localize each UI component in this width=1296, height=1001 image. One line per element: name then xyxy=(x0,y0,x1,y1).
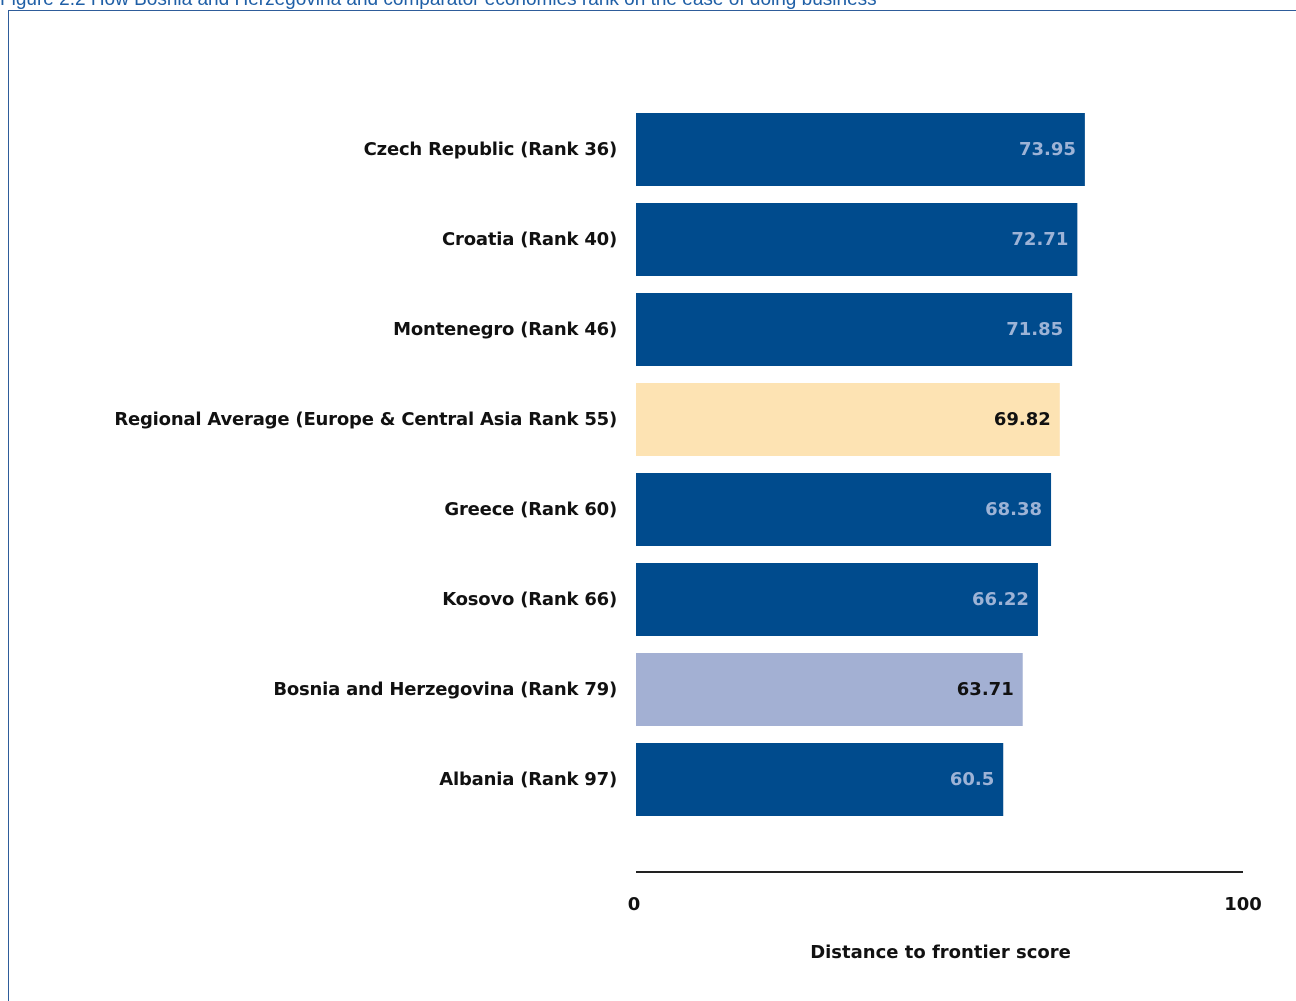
data-label: 60.5 xyxy=(950,769,994,790)
category-label: Bosnia and Herzegovina (Rank 79) xyxy=(273,679,617,700)
bar xyxy=(636,563,1038,636)
category-labels-layer: Czech Republic (Rank 36) Croatia (Rank 40… xyxy=(114,139,617,790)
x-tick-label-max: 100 xyxy=(1224,894,1262,915)
category-label: Regional Average (Europe & Central Asia … xyxy=(114,409,617,430)
bar xyxy=(636,203,1078,276)
bar xyxy=(636,383,1060,456)
bar xyxy=(636,113,1085,186)
bar xyxy=(636,473,1052,546)
data-label: 73.95 xyxy=(1019,139,1076,160)
category-label: Albania (Rank 97) xyxy=(439,769,617,790)
bar xyxy=(636,293,1073,366)
figure-title: Figure 2.2 How Bosnia and Herzegovina an… xyxy=(0,0,1296,11)
data-label: 71.85 xyxy=(1006,319,1063,340)
figure-frame xyxy=(8,10,1296,1001)
category-label: Czech Republic (Rank 36) xyxy=(364,139,617,160)
value-labels-layer: 73.95 72.71 71.85 69.82 68.38 66.22 63.71 60.5 xyxy=(950,139,1076,790)
bars-layer xyxy=(636,113,1085,816)
category-label: Montenegro (Rank 46) xyxy=(393,319,617,340)
data-label: 72.71 xyxy=(1011,229,1068,250)
bar xyxy=(636,653,1023,726)
data-label: 69.82 xyxy=(994,409,1051,430)
data-label: 63.71 xyxy=(957,679,1014,700)
data-label: 68.38 xyxy=(985,499,1042,520)
x-tick-label-min: 0 xyxy=(628,894,641,915)
data-label: 66.22 xyxy=(972,589,1029,610)
category-label: Croatia (Rank 40) xyxy=(442,229,617,250)
category-label: Greece (Rank 60) xyxy=(444,499,617,520)
category-label: Kosovo (Rank 66) xyxy=(442,589,617,610)
x-axis-title: Distance to frontier score xyxy=(810,942,1071,963)
bar xyxy=(636,743,1004,816)
